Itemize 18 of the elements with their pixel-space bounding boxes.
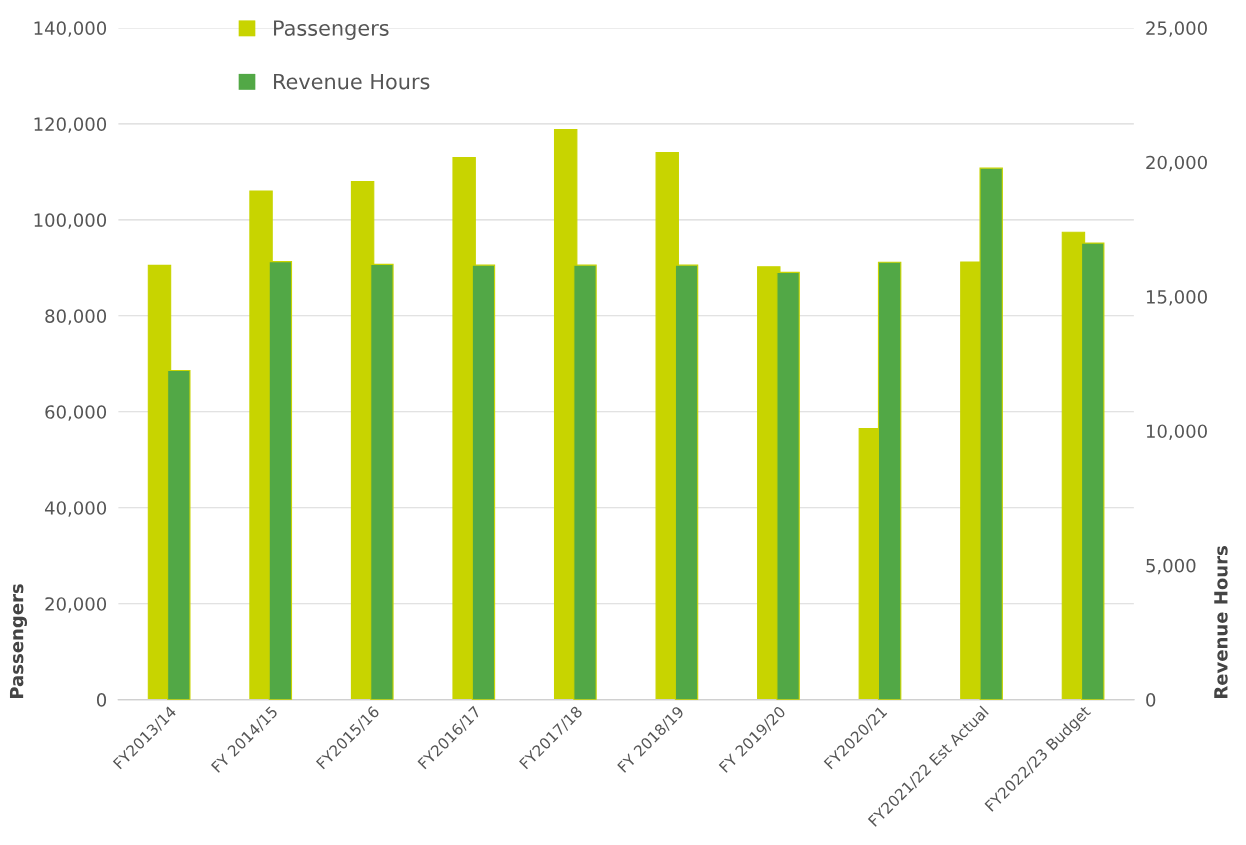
y2-tick-label: 20,000 <box>1146 155 1207 172</box>
y-tick-label: 20,000 <box>45 597 107 613</box>
y2-axis-title: Revenue Hours <box>1214 546 1228 698</box>
y-tick-label: 60,000 <box>45 405 107 421</box>
y2-tick-label: 25,000 <box>1146 21 1207 37</box>
y-tick-label: 0 <box>96 693 107 707</box>
y-tick-label: 40,000 <box>44 501 107 517</box>
legend-label: Passengers <box>274 20 389 40</box>
y2-tick-label: 10,000 <box>1146 424 1207 440</box>
y-axis-title: Passengers <box>9 584 28 698</box>
y-tick-label: 80,000 <box>45 309 107 325</box>
y2-tick-label: 5,000 <box>1146 558 1196 575</box>
y2-tick-label: 0 <box>1146 693 1156 707</box>
y2-tick-label: 15,000 <box>1146 290 1207 306</box>
y-tick-label: 120,000 <box>34 117 107 133</box>
y-tick-label: 140,000 <box>34 21 107 37</box>
legend-label: Revenue Hours <box>274 73 430 90</box>
y-tick-label: 100,000 <box>34 213 107 229</box>
